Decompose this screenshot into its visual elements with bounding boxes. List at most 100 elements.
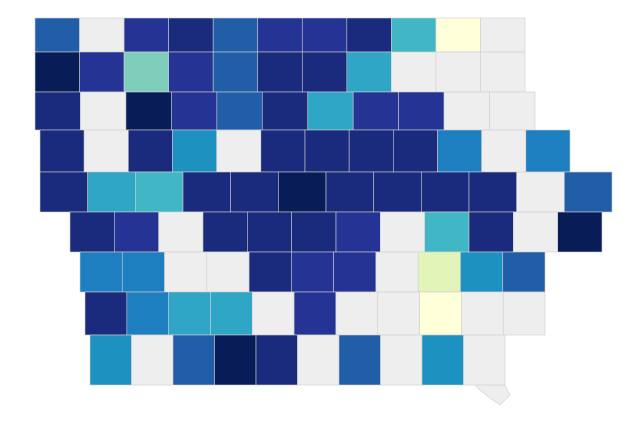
county <box>435 51 481 93</box>
county <box>335 291 379 336</box>
county <box>474 384 511 406</box>
county <box>206 251 250 293</box>
county <box>212 17 259 53</box>
county <box>380 211 425 253</box>
county <box>278 171 327 213</box>
county <box>468 171 517 213</box>
county <box>182 171 231 213</box>
county <box>123 51 169 93</box>
county <box>79 17 125 53</box>
county <box>307 91 354 131</box>
county <box>480 17 526 53</box>
county <box>125 91 172 131</box>
county <box>346 17 392 53</box>
county <box>393 129 438 173</box>
county <box>212 51 259 93</box>
county <box>333 251 377 293</box>
county <box>171 91 218 131</box>
county <box>325 171 374 213</box>
county <box>391 51 437 93</box>
county <box>39 129 85 173</box>
county <box>348 129 394 173</box>
county <box>463 334 506 386</box>
county <box>168 291 211 336</box>
county <box>525 129 571 173</box>
county <box>216 91 263 131</box>
county <box>304 129 350 173</box>
county <box>248 251 292 293</box>
county <box>564 171 613 213</box>
county <box>502 291 546 336</box>
county <box>335 211 381 253</box>
county <box>202 211 248 253</box>
county <box>261 91 309 131</box>
county <box>168 17 214 53</box>
county <box>301 17 348 53</box>
county <box>419 291 462 336</box>
county <box>516 171 565 213</box>
county <box>34 17 80 53</box>
county <box>172 129 217 173</box>
county <box>502 251 546 293</box>
county <box>123 17 169 53</box>
county <box>158 211 204 253</box>
county <box>80 91 127 131</box>
county <box>435 17 481 53</box>
county <box>79 251 123 293</box>
county <box>216 129 262 173</box>
county <box>557 211 603 253</box>
county <box>131 334 174 386</box>
county <box>373 171 422 213</box>
county <box>84 291 128 336</box>
county <box>460 251 504 293</box>
county <box>69 211 115 253</box>
county <box>297 334 340 386</box>
county <box>168 51 214 93</box>
county <box>377 291 420 336</box>
county <box>257 17 303 53</box>
county <box>352 91 399 131</box>
county <box>34 51 80 93</box>
county <box>39 171 88 213</box>
county <box>398 91 445 131</box>
county <box>375 251 419 293</box>
county <box>214 334 257 386</box>
county <box>83 129 129 173</box>
county <box>301 51 348 93</box>
county <box>437 129 482 173</box>
county <box>89 334 132 386</box>
county <box>34 91 81 131</box>
county <box>210 291 253 336</box>
county <box>247 211 292 253</box>
county <box>481 129 527 173</box>
county <box>128 129 173 173</box>
county <box>251 291 295 336</box>
county <box>417 251 461 293</box>
county <box>424 211 470 253</box>
county <box>513 211 558 253</box>
county <box>172 334 215 386</box>
county <box>468 211 514 253</box>
county <box>380 334 423 386</box>
county <box>291 211 337 253</box>
county <box>260 129 306 173</box>
county <box>489 91 536 131</box>
county <box>255 334 298 386</box>
county <box>135 171 184 213</box>
county <box>87 171 136 213</box>
county <box>121 251 165 293</box>
county <box>391 17 437 53</box>
county <box>421 334 464 386</box>
county <box>346 51 392 93</box>
county <box>114 211 159 253</box>
county <box>126 291 169 336</box>
county <box>230 171 279 213</box>
county <box>291 251 334 293</box>
county <box>257 51 303 93</box>
county <box>338 334 381 386</box>
county <box>461 291 504 336</box>
county <box>164 251 208 293</box>
county <box>421 171 470 213</box>
